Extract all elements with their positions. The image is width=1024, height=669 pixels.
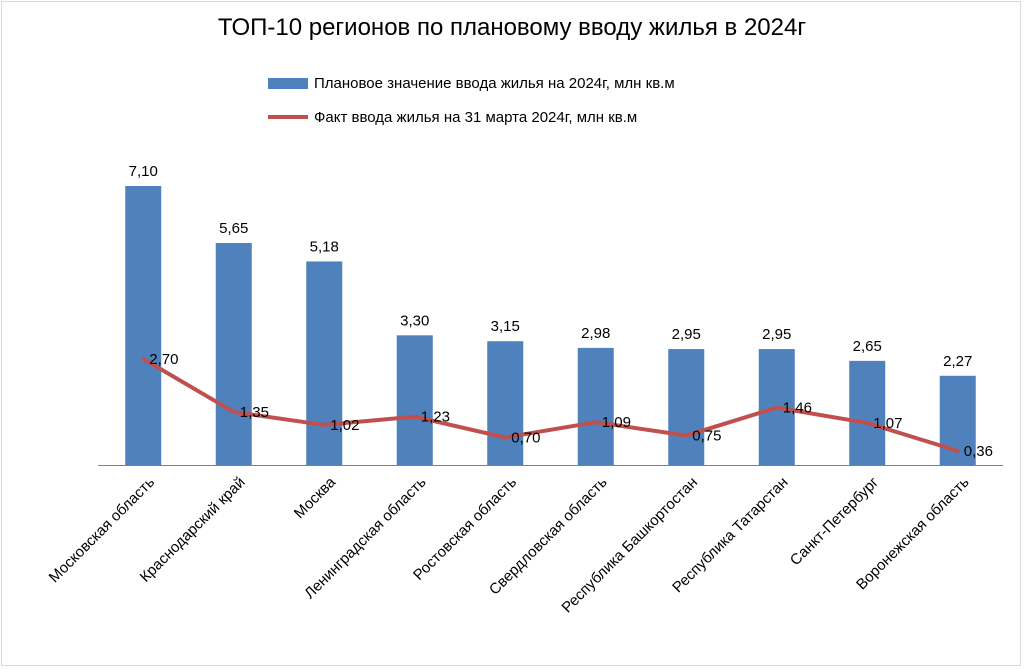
bar <box>306 261 343 465</box>
line-value-label: 0,75 <box>692 428 721 445</box>
line-point <box>141 357 145 361</box>
bar-value-label: 2,27 <box>943 353 972 370</box>
bar-value-label: 2,95 <box>762 326 791 343</box>
category-label: Краснодарский край <box>137 474 249 586</box>
bar <box>849 360 886 465</box>
line-value-label: 1,35 <box>240 404 269 421</box>
line-point <box>232 410 236 414</box>
line-value-label: 0,36 <box>964 443 993 460</box>
bar-value-label: 7,10 <box>129 163 158 180</box>
bar <box>125 186 162 465</box>
line-point <box>503 435 507 439</box>
line-point <box>684 434 688 438</box>
legend-swatch-bar <box>268 77 308 89</box>
legend-item-plan: Плановое значение ввода жилья на 2024г, … <box>268 72 675 94</box>
legend-label-fact: Факт ввода жилья на 31 марта 2024г, млн … <box>314 108 638 126</box>
line-point <box>775 406 779 410</box>
legend-item-fact: Факт ввода жилья на 31 марта 2024г, млн … <box>268 106 637 128</box>
bar-value-label: 2,65 <box>853 338 882 355</box>
chart-title: ТОП-10 регионов по плановому вводу жилья… <box>217 14 807 41</box>
legend-label-plan: Плановое значение ввода жилья на 2024г, … <box>314 74 675 92</box>
bar <box>668 349 705 465</box>
bar <box>577 347 614 465</box>
bar <box>215 242 252 465</box>
line-point <box>956 449 960 453</box>
line-value-label: 2,70 <box>149 351 178 368</box>
fact-line <box>141 356 960 453</box>
category-label: Санкт-Петербург <box>787 473 883 569</box>
line-value-label: 1,46 <box>783 400 812 417</box>
bar <box>487 341 524 465</box>
category-label: Москва <box>291 473 340 522</box>
line-value-label: 1,23 <box>421 409 450 426</box>
line-value-label: 1,09 <box>602 414 631 431</box>
line-value-label: 0,70 <box>511 429 540 446</box>
bar-value-label: 3,15 <box>491 318 520 335</box>
bar-value-label: 3,30 <box>400 312 429 329</box>
line-value-label: 1,02 <box>330 417 359 434</box>
bar-value-label: 5,65 <box>219 220 248 237</box>
line-point <box>322 423 326 427</box>
line-point <box>594 420 598 424</box>
line-point <box>865 421 869 425</box>
bar-value-label: 5,18 <box>310 238 339 255</box>
legend-swatch-line <box>268 115 308 119</box>
bar-value-label: 2,98 <box>581 325 610 342</box>
bar <box>396 335 433 465</box>
line-point <box>413 415 417 419</box>
line-value-label: 1,07 <box>873 415 902 432</box>
bar-value-label: 2,95 <box>672 326 701 343</box>
